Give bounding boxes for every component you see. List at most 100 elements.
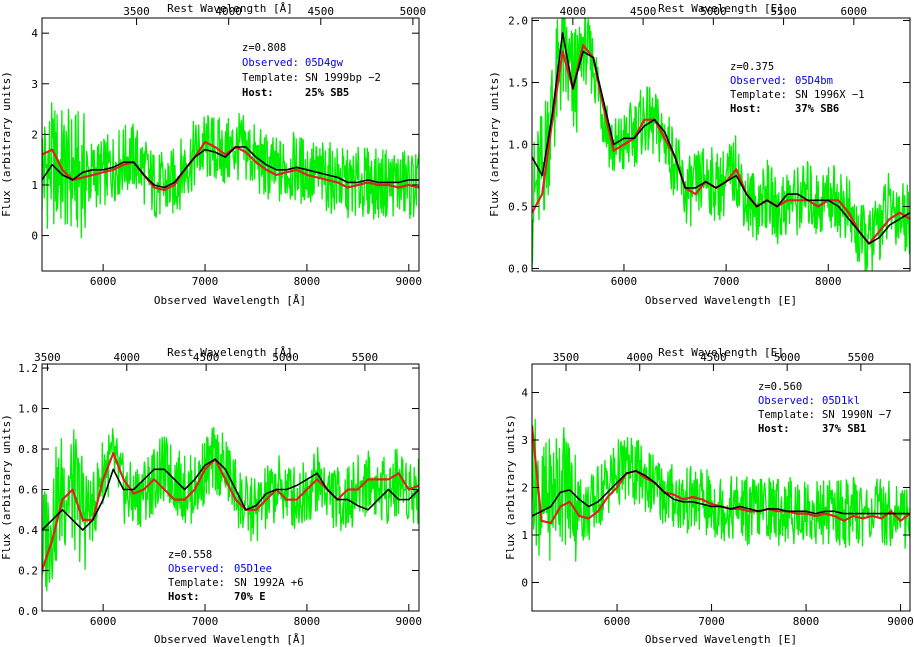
template-spectrum-line — [532, 470, 910, 517]
y-axis-title: Flux (arbitrary units) — [0, 414, 13, 560]
x-tick-label: 6000 — [604, 615, 631, 628]
y-tick-label: 0.8 — [18, 443, 38, 456]
x2-tick-label: 6000 — [841, 5, 868, 18]
y-tick-label: 1 — [31, 179, 38, 192]
template-spectrum-line — [532, 32, 910, 245]
x-tick-label: 9000 — [396, 275, 423, 288]
x-tick-label: 7000 — [192, 275, 219, 288]
x-tick-label: 6000 — [611, 275, 638, 288]
template-spectrum-line — [42, 458, 419, 531]
template-value: SN 1992A +6 — [234, 577, 304, 589]
host-value: 25% SB5 — [305, 87, 349, 99]
x2-tick-label: 4000 — [626, 351, 653, 364]
y-tick-label: 0.4 — [18, 524, 38, 537]
plot-frame — [41, 17, 420, 272]
x-tick-label: 7000 — [192, 615, 219, 628]
observed-label: Observed: — [242, 57, 299, 69]
y-tick-label: 2 — [521, 482, 528, 495]
x-tick-label: 9000 — [887, 615, 914, 628]
observed-spectrum-line — [42, 426, 419, 592]
redshift-label: z=0.375 — [730, 61, 774, 73]
x2-tick-label: 4500 — [700, 351, 727, 364]
y-tick-label: 0 — [31, 230, 38, 243]
y-axis-title: Flux (arbitrary units) — [504, 414, 517, 560]
x2-tick-label: 4000 — [560, 5, 587, 18]
x-tick-label: 7000 — [713, 275, 740, 288]
observed-label: Observed: — [730, 75, 787, 87]
spectrum-panel-05d1kl: 6000 7000 8000 9000 3500 4000 4500 5000 5500 0 1 2 3… — [504, 346, 914, 646]
host-label: Host: — [730, 103, 762, 115]
host-value: 37% SB6 — [795, 103, 839, 115]
spectrum-panel-05d1ee: 6000 7000 8000 9000 3500 4000 4500 5000 5500 0.0 0… — [0, 346, 422, 646]
y-tick-label: 0.5 — [508, 201, 528, 214]
x-tick-label: 6000 — [90, 615, 117, 628]
template-fit-line — [42, 452, 419, 571]
plot-frame — [41, 363, 420, 612]
x2-tick-label: 5500 — [352, 351, 379, 364]
template-value: SN 1990N −7 — [822, 409, 892, 421]
y-tick-label: 4 — [31, 27, 38, 40]
observed-value: 05D4bm — [795, 75, 833, 87]
host-label: Host: — [758, 423, 790, 435]
observed-value: 05D1kl — [822, 395, 860, 407]
x2-tick-label: 5000 — [400, 5, 427, 18]
observed-spectrum-line — [42, 102, 419, 239]
y-tick-label: 4 — [521, 387, 528, 400]
y-tick-label: 3 — [521, 434, 528, 447]
x-tick-label: 8000 — [294, 275, 321, 288]
annotation-block: z=0.558 Observed: 05D1ee Template: SN 19… — [168, 549, 304, 603]
x-tick-label: 9000 — [396, 615, 423, 628]
redshift-label: z=0.560 — [758, 381, 802, 393]
template-fit-line — [42, 140, 419, 192]
host-label: Host: — [168, 591, 200, 603]
x-tick-label: 7000 — [698, 615, 725, 628]
y-tick-label: 0.0 — [508, 263, 528, 276]
x-axis-title: Observed Wavelength [Å] — [154, 294, 306, 307]
x2-tick-label: 5000 — [272, 351, 299, 364]
annotation-block: z=0.560 Observed: 05D1kl Template: SN 19… — [758, 381, 892, 435]
host-label: Host: — [242, 87, 274, 99]
template-label: Template: — [758, 409, 815, 421]
y-tick-label: 1.0 — [18, 403, 38, 416]
x2-tick-label: 4500 — [308, 5, 335, 18]
x2-tick-label: 3500 — [123, 5, 150, 18]
x-axis-title: Observed Wavelength [E] — [645, 633, 797, 646]
x2-tick-label: 5500 — [770, 5, 797, 18]
y-tick-label: 1.2 — [18, 362, 38, 375]
x2-tick-label: 3500 — [34, 351, 61, 364]
y-tick-label: 3 — [31, 78, 38, 91]
y-tick-label: 1.0 — [508, 139, 528, 152]
x-axis-title: Observed Wavelength [E] — [645, 294, 797, 307]
template-spectrum-line — [42, 146, 419, 189]
observed-value: 05D1ee — [234, 563, 272, 575]
annotation-block: z=0.375 Observed: 05D4bm Template: SN 19… — [730, 61, 865, 115]
template-label: Template: — [168, 577, 225, 589]
x2-tick-label: 5000 — [700, 5, 727, 18]
host-value: 37% SB1 — [822, 423, 866, 435]
y-tick-label: 0.2 — [18, 565, 38, 578]
x-tick-label: 8000 — [294, 615, 321, 628]
x2-tick-label: 4500 — [193, 351, 220, 364]
top-axis-title: Rest Wavelength [Å] — [167, 346, 293, 359]
redshift-label: z=0.808 — [242, 42, 286, 54]
top-axis-title: Rest Wavelength [Å] — [167, 2, 293, 15]
spectrum-panel-05d4gw: 6000 7000 8000 9000 3500 4000 4500 5000 0 1 2 3 4 Ob… — [0, 2, 426, 307]
y-axis-title: Flux (arbitrary units) — [488, 71, 501, 217]
observed-value: 05D4gw — [305, 57, 344, 69]
x2-tick-label: 4500 — [630, 5, 657, 18]
y-tick-label: 1.5 — [508, 76, 528, 89]
top-axis-title: Rest Wavelength [E] — [658, 346, 784, 359]
observed-spectrum-line — [532, 418, 910, 562]
x-tick-label: 6000 — [90, 275, 117, 288]
y-axis-title: Flux (arbitrary units) — [0, 71, 13, 217]
spectrum-panel-05d4bm: 6000 7000 8000 4000 4500 5000 5500 6000 0.0 0.5 1.… — [488, 2, 911, 307]
template-label: Template: — [730, 89, 787, 101]
observed-spectrum-line — [532, 18, 910, 271]
annotation-block: z=0.808 Observed: 05D4gw Template: SN 19… — [242, 42, 381, 99]
observed-label: Observed: — [168, 563, 225, 575]
x2-tick-label: 5500 — [848, 351, 875, 364]
host-value: 70% E — [234, 591, 266, 603]
y-tick-label: 1 — [521, 529, 528, 542]
x2-tick-label: 3500 — [553, 351, 580, 364]
